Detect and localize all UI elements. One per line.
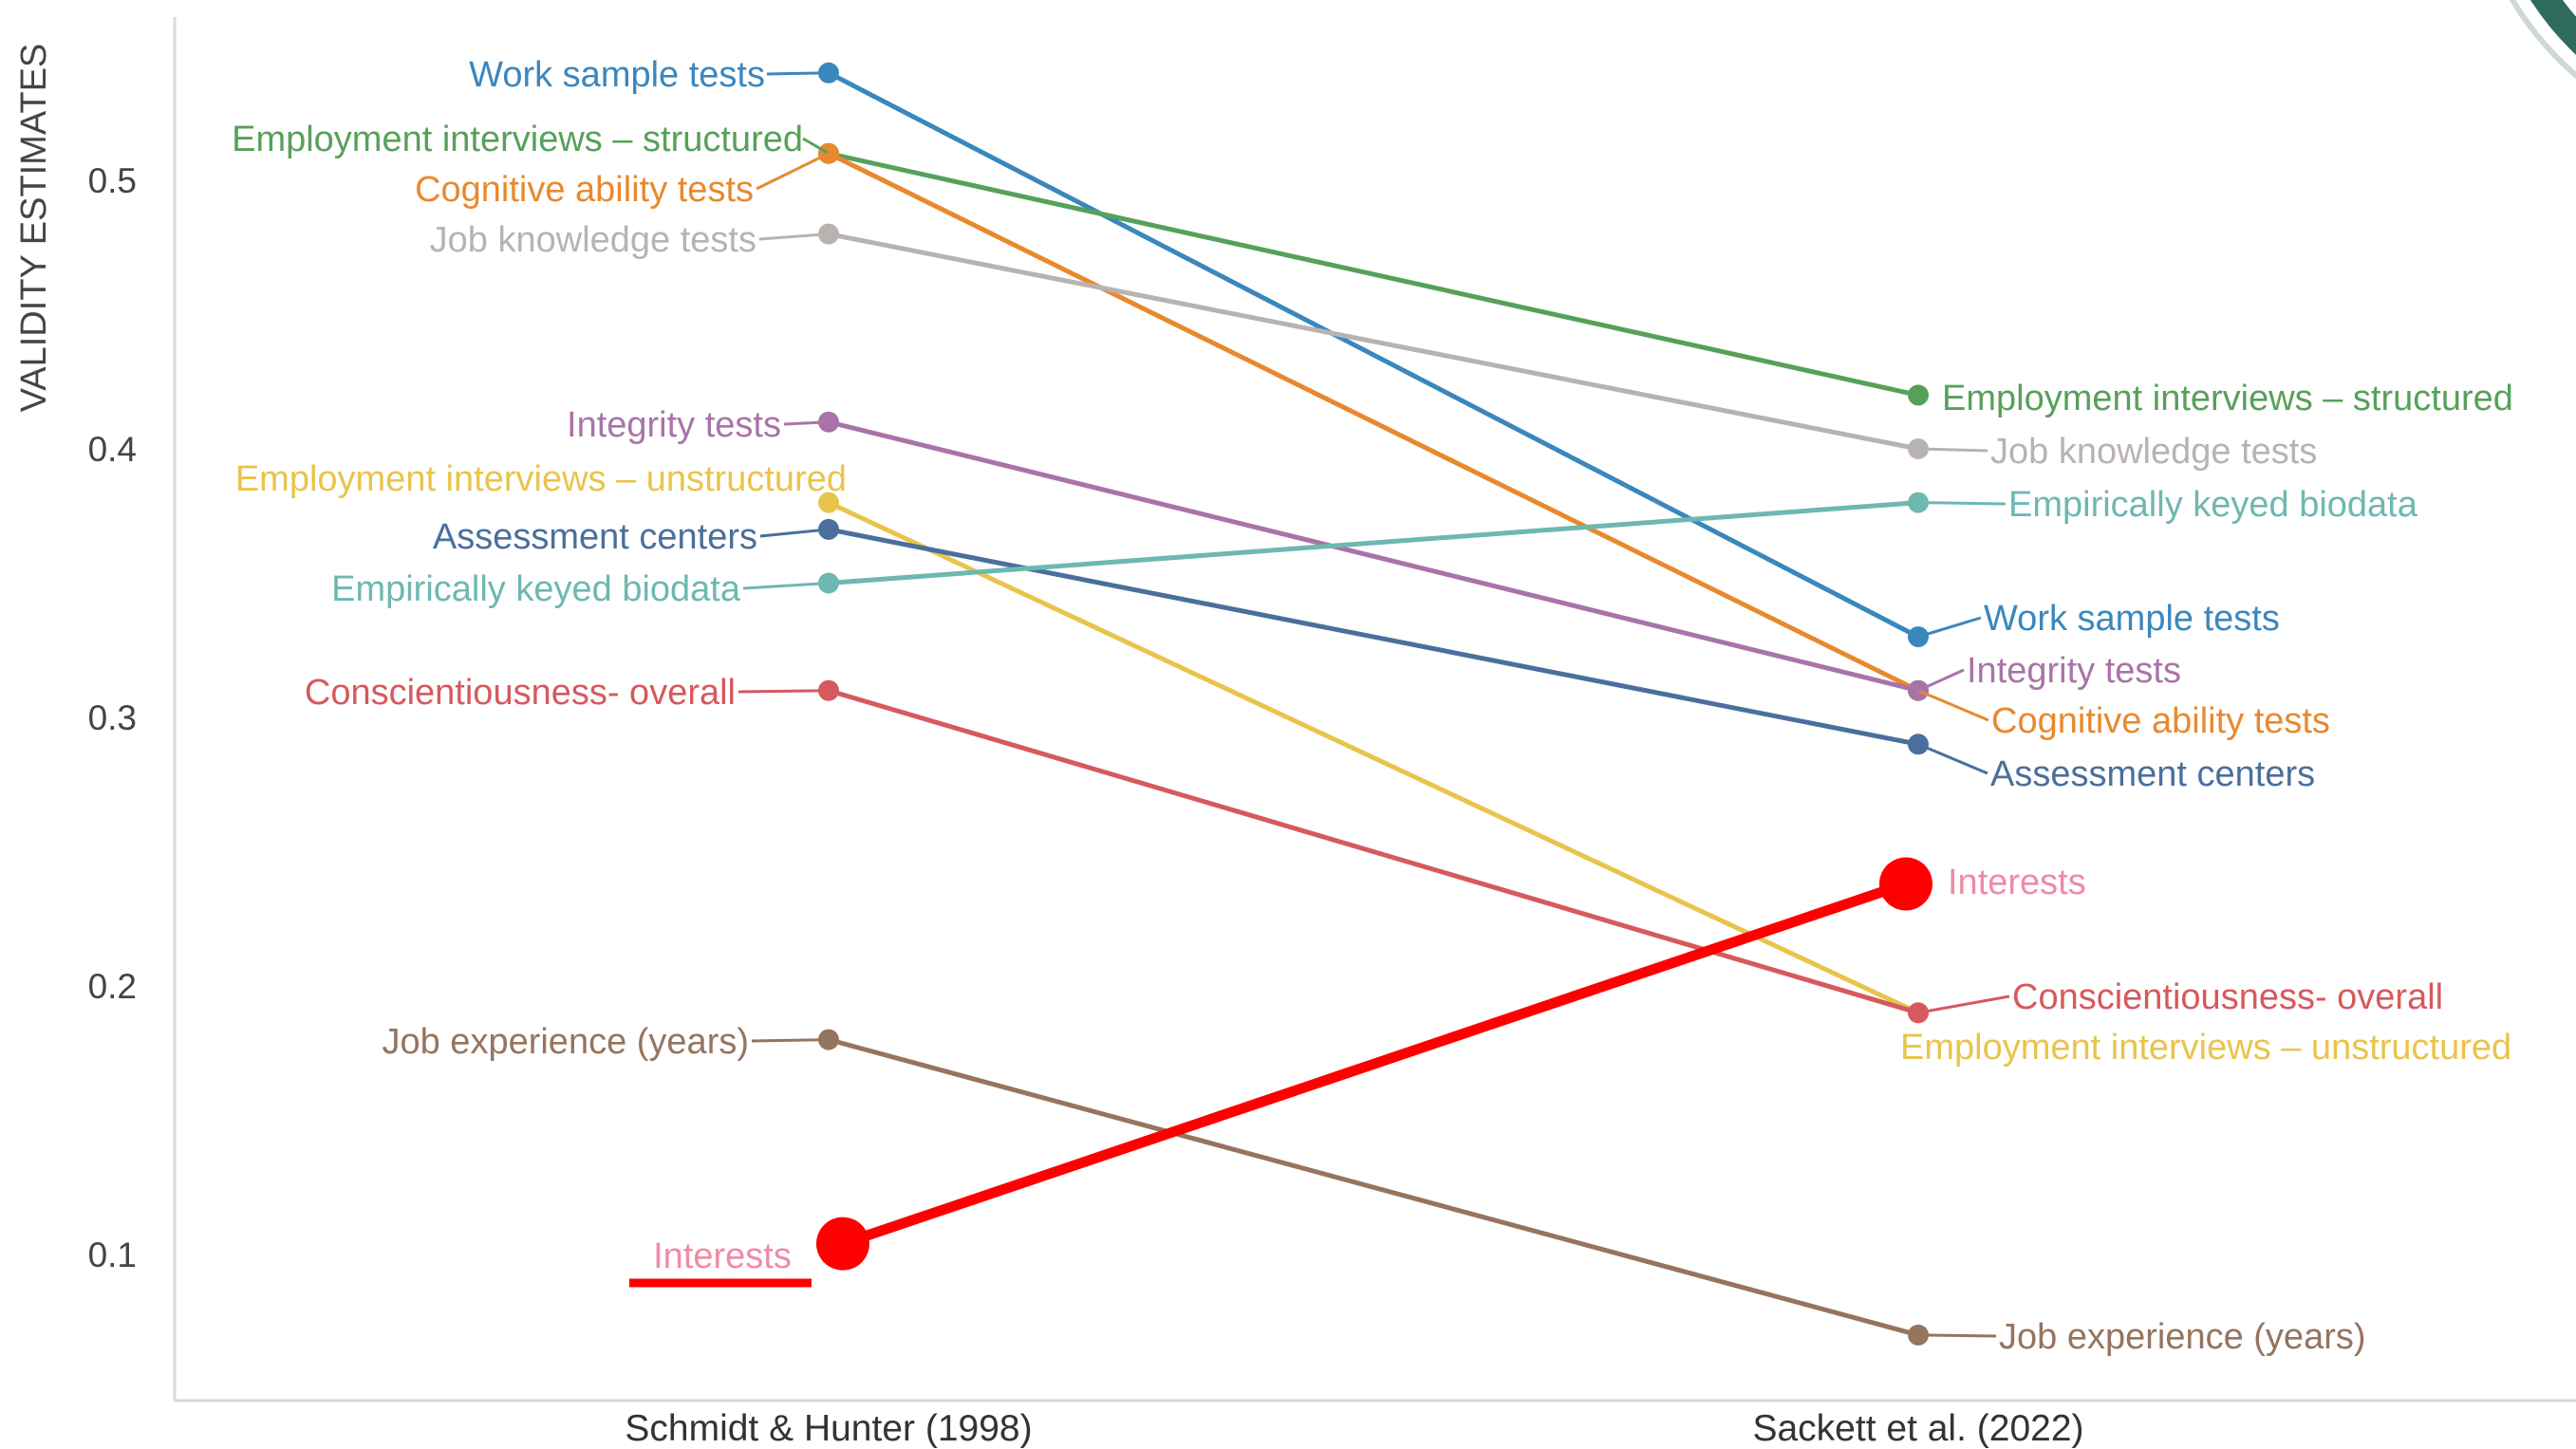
series-line-work-sample-tests [826, 70, 1921, 640]
x-tick-label: Sackett et al. (2022) [1752, 1408, 2083, 1449]
series-line-conscientiousness-overall [826, 688, 1921, 1015]
series-line-empirically-keyed-biodata [826, 500, 1921, 585]
right-label-employment-interviews-structured: Employment interviews – structured [1942, 379, 2513, 418]
right-connector-job-knowledge-tests [1917, 447, 1988, 453]
left-connector-job-experience-years [751, 1038, 830, 1043]
right-connector-cognitive-ability-tests [1917, 689, 1989, 722]
right-connector-empirically-keyed-biodata [1917, 501, 2007, 506]
y-tick-label: 0.3 [88, 698, 137, 737]
left-connector-assessment-centers [759, 528, 830, 538]
y-tick-label: 0.2 [88, 967, 137, 1006]
left-label-empirically-keyed-biodata: Empirically keyed biodata [331, 569, 741, 609]
series-line-employment-interviews-structured [826, 151, 1921, 398]
right-label-employment-interviews-unstructured: Employment interviews – unstructured [1900, 1028, 2511, 1068]
y-axis-title: VALIDITY ESTIMATES [14, 44, 54, 413]
x-tick-label: Schmidt & Hunter (1998) [625, 1408, 1032, 1449]
left-label-job-knowledge-tests: Job knowledge tests [430, 220, 756, 260]
left-label-conscientiousness-overall: Conscientiousness- overall [305, 673, 736, 713]
x-tick-labels: Schmidt & Hunter (1998) Sackett et al. (2… [625, 1408, 2083, 1449]
right-label-work-sample-tests: Work sample tests [1984, 599, 2280, 639]
left-connector-empirically-keyed-biodata [742, 582, 830, 590]
right-label-conscientiousness-overall: Conscientiousness- overall [2012, 977, 2443, 1017]
series-line-integrity-tests [826, 419, 1921, 694]
right-connector-conscientiousness-overall [1917, 994, 2010, 1014]
right-label-integrity-tests: Integrity tests [1967, 651, 2181, 691]
series-line-employment-interviews-unstructured [826, 500, 1921, 1015]
interests-label-left: Interests [653, 1236, 792, 1276]
right-label-job-knowledge-tests: Job knowledge tests [1990, 432, 2317, 472]
y-tick-label: 0.1 [88, 1235, 137, 1274]
interests-point-right [1879, 857, 1932, 911]
right-connector-job-experience-years [1917, 1333, 1997, 1338]
series-lines [826, 70, 1921, 1338]
right-connector-work-sample-tests [1917, 616, 1982, 639]
point-left-employment-interviews-unstructured [818, 492, 839, 513]
right-label-assessment-centers: Assessment centers [1990, 754, 2315, 794]
series-line-job-experience-years [826, 1037, 1921, 1338]
y-tick-labels: 0.1 0.2 0.3 0.4 0.5 [88, 161, 137, 1274]
right-connector-assessment-centers [1917, 742, 1988, 775]
right-label-empirically-keyed-biodata: Empirically keyed biodata [2008, 485, 2418, 525]
left-label-employment-interviews-unstructured: Employment interviews – unstructured [235, 459, 847, 499]
left-label-integrity-tests: Integrity tests [567, 405, 781, 445]
left-connector-employment-interviews-structured [802, 137, 830, 155]
left-connector-job-knowledge-tests [758, 232, 830, 241]
y-tick-label: 0.5 [88, 161, 137, 200]
left-label-employment-interviews-structured: Employment interviews – structured [232, 120, 803, 159]
series-line-assessment-centers [826, 527, 1921, 747]
left-label-assessment-centers: Assessment centers [433, 517, 757, 557]
left-label-cognitive-ability-tests: Cognitive ability tests [415, 170, 754, 210]
series-labels: Work sample tests Work sample tests Employ… [232, 55, 2513, 1357]
corner-logo-fragment [2509, 0, 2576, 80]
series-line-job-knowledge-tests [826, 232, 1921, 452]
left-connector-work-sample-tests [766, 71, 830, 76]
right-connector-integrity-tests [1917, 668, 1965, 693]
series-points [818, 62, 1929, 1346]
interests-annotation: Interests Interests [629, 857, 2086, 1288]
interests-point-left [816, 1217, 869, 1271]
interests-line [837, 878, 1912, 1250]
left-connector-conscientiousness-overall [737, 689, 830, 694]
interests-label-right: Interests [1948, 863, 2086, 902]
left-connector-cognitive-ability-tests [756, 152, 830, 191]
series-line-cognitive-ability-tests [826, 151, 1921, 694]
point-right-employment-interviews-structured [1908, 384, 1929, 406]
left-label-job-experience-years: Job experience (years) [382, 1022, 749, 1062]
right-label-job-experience-years: Job experience (years) [1999, 1317, 2366, 1357]
left-connector-integrity-tests [783, 420, 830, 426]
left-label-work-sample-tests: Work sample tests [469, 55, 765, 95]
right-label-cognitive-ability-tests: Cognitive ability tests [1991, 701, 2330, 741]
y-tick-label: 0.4 [88, 430, 137, 469]
